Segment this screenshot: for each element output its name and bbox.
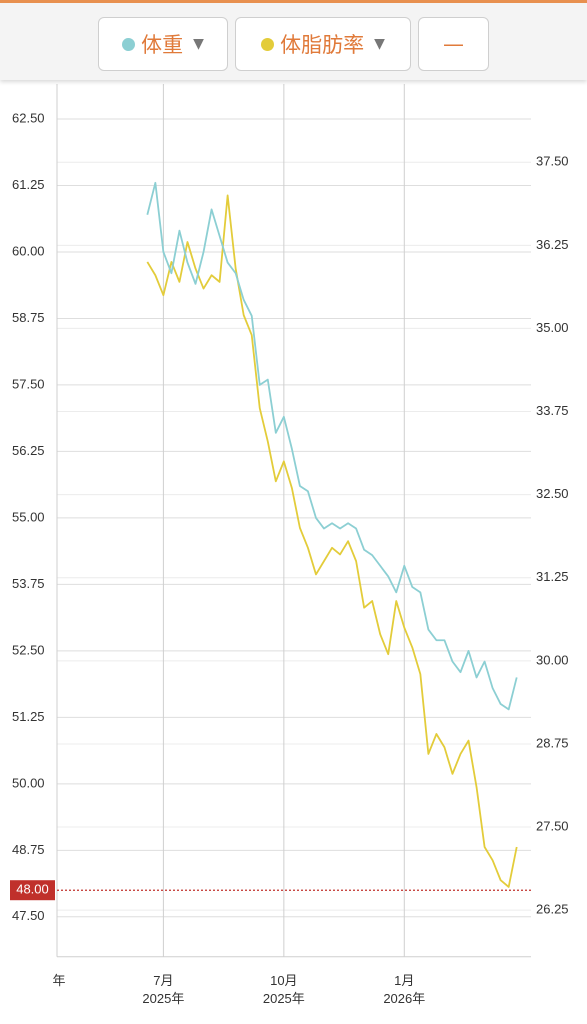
dropdown-caret: ▼ bbox=[374, 36, 385, 52]
y2-tick-label: 30.00 bbox=[536, 652, 569, 667]
x-tick-label: 年 bbox=[52, 973, 66, 988]
series-line bbox=[146, 194, 518, 888]
y-tick-label: 57.50 bbox=[12, 376, 45, 391]
series-line bbox=[146, 181, 518, 711]
extra-button[interactable]: — bbox=[418, 17, 489, 71]
dropdown-caret: ▼ bbox=[193, 36, 204, 52]
y2-tick-label: 35.00 bbox=[536, 320, 569, 335]
target-label-box bbox=[10, 880, 55, 901]
x-tick-label: 10月 2025年 bbox=[262, 973, 305, 1006]
y2-tick-label: 37.50 bbox=[536, 154, 569, 169]
x-tick-label: 1月 2026年 bbox=[383, 973, 426, 1006]
y-tick-label: 60.00 bbox=[12, 243, 45, 258]
y2-tick-label: 36.25 bbox=[536, 237, 569, 252]
series-button[interactable]: 体脂肪率 ▼ bbox=[235, 17, 411, 71]
y-tick-label: 61.25 bbox=[12, 177, 45, 192]
toolbar: 体重 ▼ 体脂肪率 ▼ — bbox=[0, 0, 587, 80]
legend-dot bbox=[122, 37, 136, 51]
y-tick-label: 50.00 bbox=[12, 775, 45, 790]
y-tick-label: 51.25 bbox=[12, 709, 45, 724]
target-label: 48.00 bbox=[16, 882, 49, 897]
x-tick-label: 7月 2025年 bbox=[142, 973, 185, 1006]
y-tick-label: 52.50 bbox=[12, 642, 45, 657]
y-tick-label: 55.00 bbox=[12, 509, 45, 524]
y-tick-label: 62.50 bbox=[12, 110, 45, 125]
legend-dot bbox=[261, 37, 275, 51]
y-tick-label: 58.75 bbox=[12, 310, 45, 325]
y-tick-label: 47.50 bbox=[12, 908, 45, 923]
y2-tick-label: 26.25 bbox=[536, 902, 569, 917]
y2-tick-label: 33.75 bbox=[536, 403, 569, 418]
y-tick-label: 48.75 bbox=[12, 842, 45, 857]
legend-label: 体重 bbox=[141, 33, 184, 57]
y2-tick-label: 31.25 bbox=[536, 569, 569, 584]
y-tick-label: 56.25 bbox=[12, 443, 45, 458]
button-label: — bbox=[443, 32, 464, 56]
y2-tick-label: 28.75 bbox=[536, 735, 569, 750]
y2-tick-label: 27.50 bbox=[536, 818, 569, 833]
y2-tick-label: 32.50 bbox=[536, 486, 569, 501]
series-button[interactable]: 体重 ▼ bbox=[98, 17, 228, 71]
legend-label: 体脂肪率 bbox=[280, 33, 365, 57]
y-tick-label: 53.75 bbox=[12, 576, 45, 591]
